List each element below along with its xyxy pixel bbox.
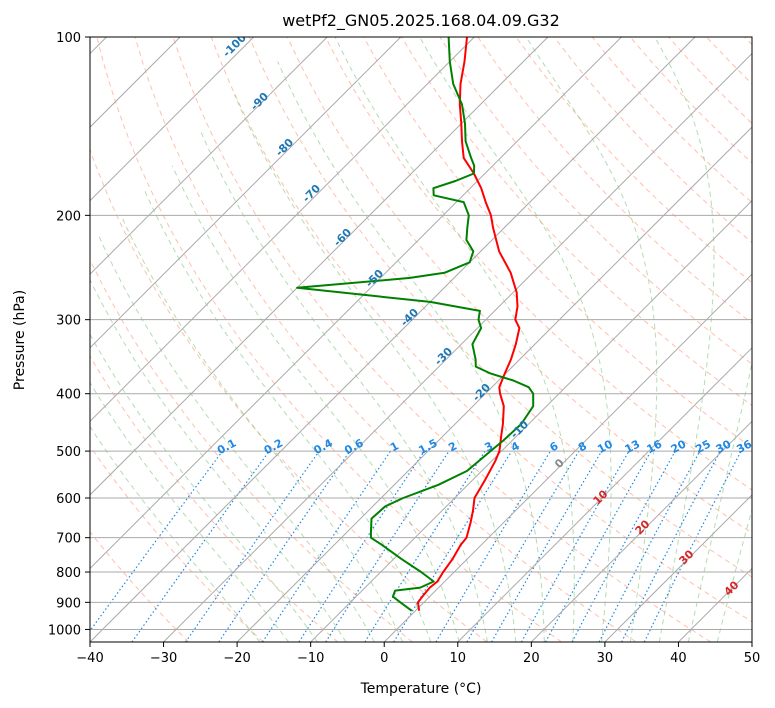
moist-adiabat bbox=[654, 37, 715, 642]
mixing-ratio-lines bbox=[90, 450, 742, 642]
mixing-ratio-label: 16 bbox=[645, 437, 665, 456]
chart-title: wetPf2_GN05.2025.168.04.09.G32 bbox=[282, 11, 560, 31]
isotherm-line bbox=[90, 37, 696, 642]
isotherm-line bbox=[90, 37, 622, 570]
isotherm-line bbox=[163, 52, 752, 642]
isotherm-line bbox=[530, 420, 752, 642]
isotherm-line bbox=[90, 37, 475, 423]
mixing-ratio-line bbox=[643, 450, 742, 642]
plot-frame bbox=[89, 36, 753, 643]
y-tick-label: 100 bbox=[56, 31, 81, 46]
y-tick-label: 200 bbox=[56, 209, 81, 224]
mixing-ratio-line bbox=[325, 450, 450, 642]
x-tick-label: 30 bbox=[597, 651, 614, 666]
x-tick-label: −40 bbox=[76, 651, 103, 666]
isotherm-line bbox=[457, 347, 752, 642]
mixing-ratio-line bbox=[298, 450, 425, 642]
dry-adiabats bbox=[90, 37, 752, 642]
mixing-ratio-line bbox=[571, 450, 676, 642]
dry-adiabat bbox=[90, 355, 339, 642]
mixing-ratio-line bbox=[520, 450, 630, 642]
x-tick-label: 20 bbox=[523, 651, 540, 666]
mixing-ratio-line bbox=[90, 450, 223, 632]
y-tick-label: 700 bbox=[56, 532, 81, 547]
dry-adiabat bbox=[401, 37, 752, 407]
moist-adiabat bbox=[120, 215, 404, 642]
mixing-ratio-line bbox=[131, 450, 270, 642]
isotherm-line bbox=[310, 199, 752, 642]
y-axis-ticks: 1000 900 800 700 600 500 400 300 200 100 bbox=[48, 31, 90, 638]
isotherm-line bbox=[383, 273, 752, 642]
moist-adiabat bbox=[419, 37, 612, 642]
moist-adiabat bbox=[143, 187, 432, 642]
data-series bbox=[296, 37, 535, 612]
moist-adiabat bbox=[233, 94, 517, 642]
mixing-ratio-label: 36 bbox=[734, 437, 754, 456]
y-tick-label: 300 bbox=[56, 314, 81, 329]
isotherm-line bbox=[90, 37, 328, 275]
dry-adiabat bbox=[90, 531, 190, 642]
y-tick-label: 900 bbox=[56, 596, 81, 611]
mixing-ratio-line bbox=[393, 450, 513, 642]
x-tick-label: 0 bbox=[380, 651, 388, 666]
isotherm-line bbox=[90, 37, 549, 496]
moist-adiabat bbox=[90, 333, 318, 642]
dry-adiabat bbox=[439, 37, 752, 365]
isotherm-line bbox=[236, 126, 752, 642]
moist-adiabat bbox=[277, 61, 545, 642]
mixing-ratio-line bbox=[185, 450, 320, 642]
y-tick-label: 800 bbox=[56, 566, 81, 581]
x-tick-label: −20 bbox=[223, 651, 250, 666]
x-tick-label: −30 bbox=[150, 651, 177, 666]
dry-adiabat bbox=[96, 37, 562, 642]
isotherm-line bbox=[604, 494, 752, 642]
y-axis-label: Pressure (hPa) bbox=[12, 290, 28, 390]
y-tick-label: 1000 bbox=[48, 623, 81, 638]
isotherm-line bbox=[90, 37, 402, 349]
mixing-ratio-label: 13 bbox=[623, 437, 643, 456]
mixing-ratio-line bbox=[261, 450, 391, 642]
moist-adiabat bbox=[90, 381, 290, 642]
mixing-ratio-line bbox=[545, 450, 652, 642]
x-tick-label: 10 bbox=[450, 651, 467, 666]
x-tick-label: −10 bbox=[297, 651, 324, 666]
dry-adiabat bbox=[515, 37, 752, 284]
y-tick-label: 500 bbox=[56, 445, 81, 460]
dry-adiabat bbox=[210, 37, 752, 623]
mixing-ratio-label: 25 bbox=[693, 437, 713, 456]
x-tick-label: 50 bbox=[744, 651, 761, 666]
x-axis-label: Temperature (°C) bbox=[360, 681, 482, 697]
mixing-ratio-line bbox=[218, 450, 351, 642]
isotherm-line bbox=[90, 37, 255, 202]
moist-adiabat bbox=[525, 37, 658, 642]
mixing-ratio-label: 30 bbox=[714, 437, 734, 456]
plot-area: -100-90-80-70-60-50-40-30-20-100.1 0.2 0.4… bbox=[90, 37, 754, 642]
isotherms bbox=[90, 37, 752, 642]
x-axis-ticks: −40 −30 −20 −10 0 10 20 30 40 50 bbox=[76, 642, 760, 666]
dewpoint-line bbox=[296, 37, 535, 612]
moist-adiabat bbox=[334, 37, 575, 642]
y-tick-label: 400 bbox=[56, 388, 81, 403]
y-tick-label: 600 bbox=[56, 492, 81, 507]
mixing-ratio-label: 20 bbox=[669, 437, 689, 456]
temperature-line bbox=[417, 37, 521, 611]
dry-adiabat bbox=[90, 148, 488, 642]
x-tick-label: 40 bbox=[670, 651, 687, 666]
dry-adiabat bbox=[90, 445, 264, 642]
mixing-ratio-label: 10 bbox=[595, 437, 615, 456]
dry-adiabat bbox=[248, 37, 752, 578]
